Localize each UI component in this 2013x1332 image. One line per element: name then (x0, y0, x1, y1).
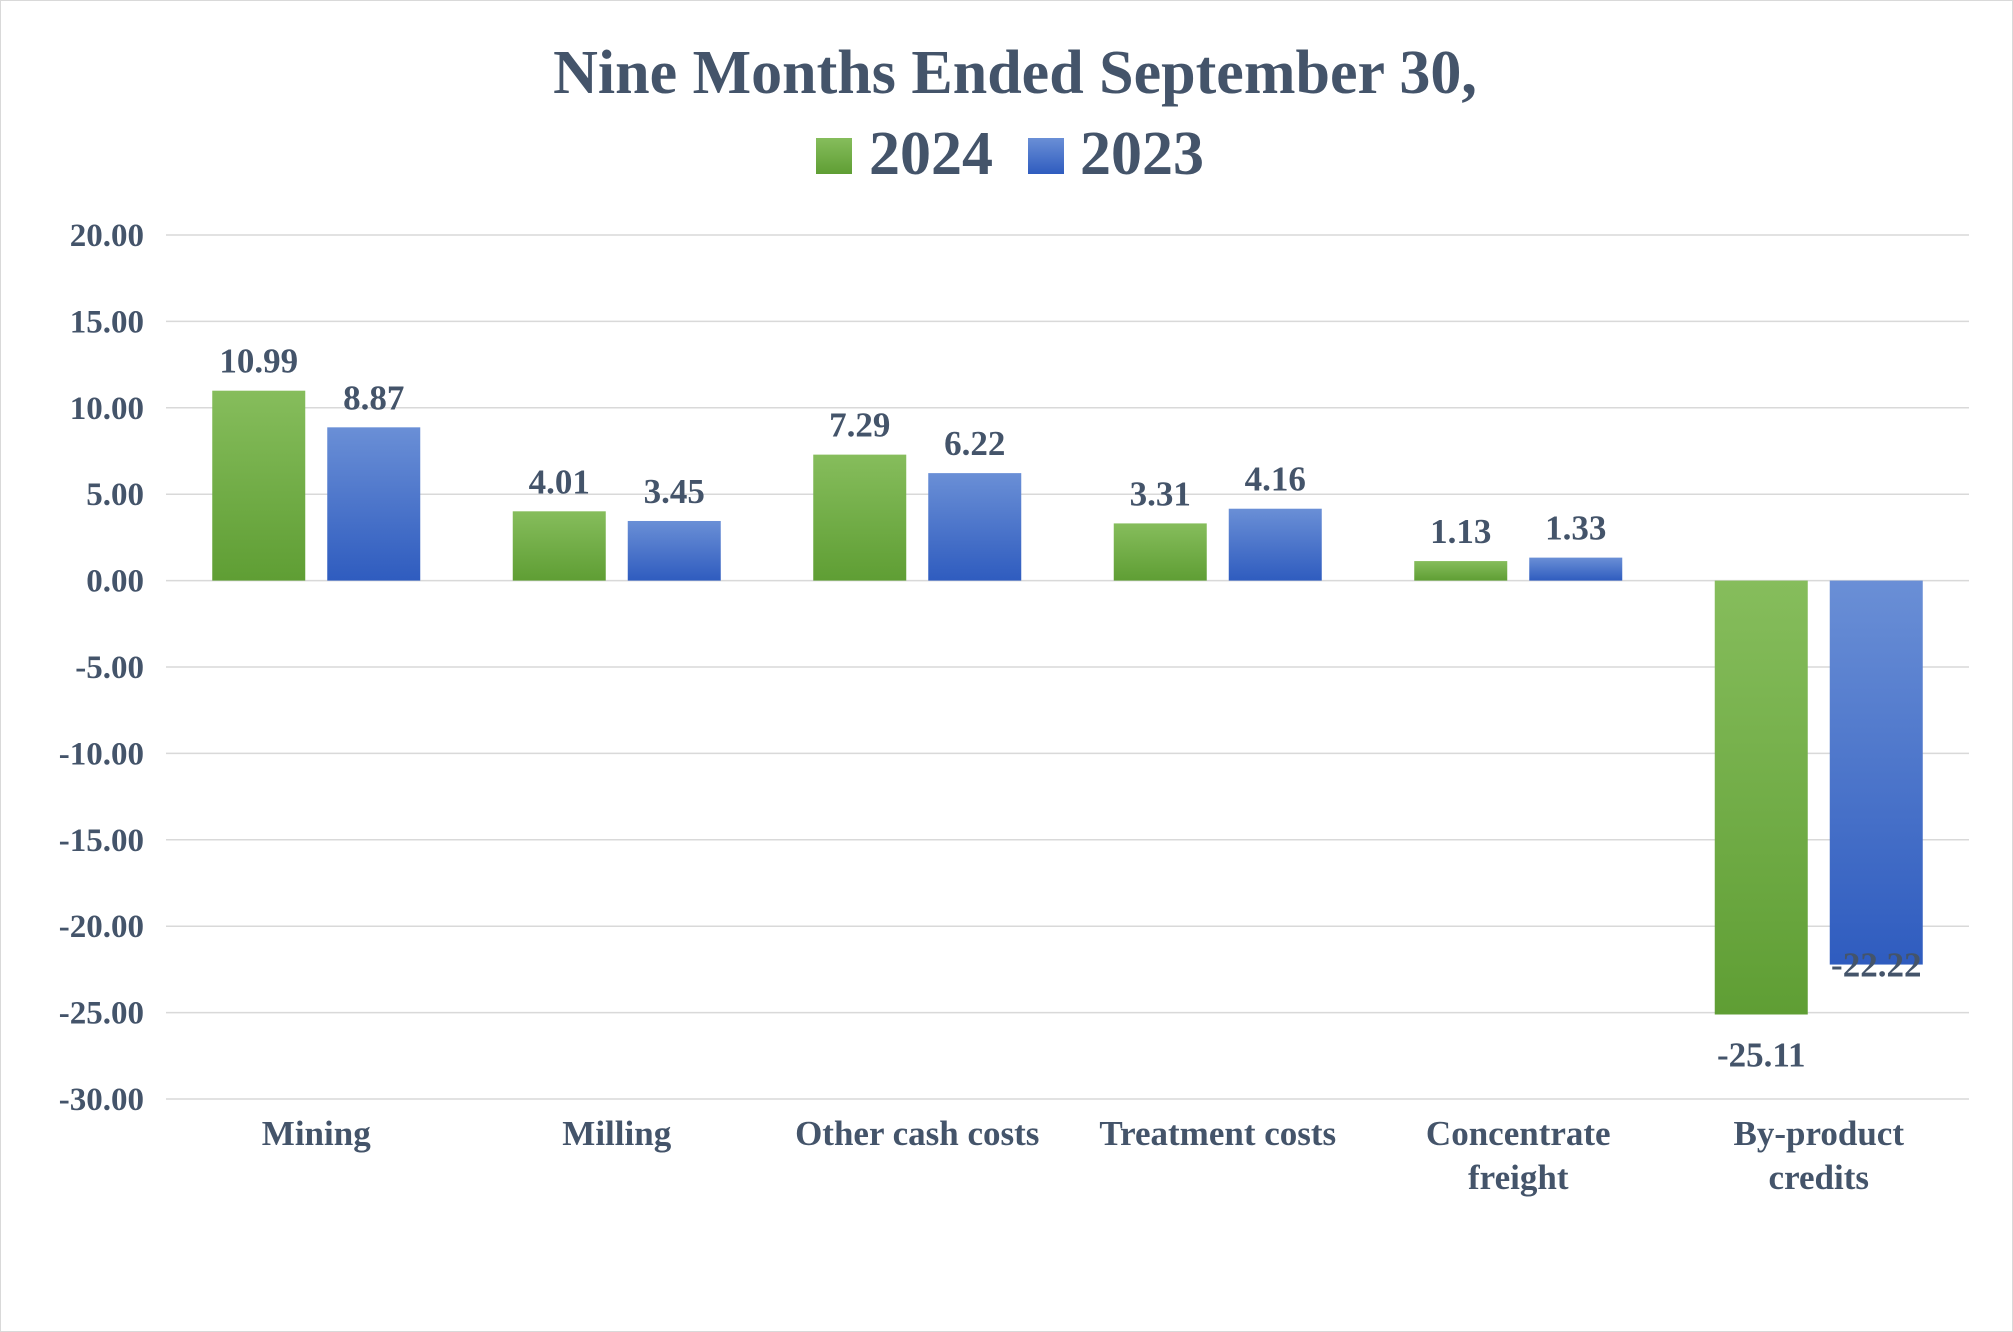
y-tick-label: -5.00 (75, 650, 144, 686)
bar-2023 (1529, 557, 1623, 581)
y-tick-label: -15.00 (59, 823, 144, 859)
x-category-label: Mining (262, 1114, 371, 1153)
data-label: 7.29 (829, 406, 890, 445)
data-labels: 10.99 8.87 4.01 3.45 7.29 6.22 3.31 4.16 1.13 1.3… (219, 342, 1921, 1075)
chart-title: Nine Months Ended September 30, (553, 39, 1477, 107)
data-label: 3.45 (644, 472, 705, 511)
bar-2024 (212, 390, 306, 581)
bar-2024 (512, 511, 606, 581)
bar-2023 (627, 520, 721, 581)
x-category-label: Other cash costs (795, 1114, 1039, 1153)
data-label: -25.11 (1717, 1036, 1805, 1075)
y-tick-label: -25.00 (59, 996, 144, 1032)
legend: 2024 2023 (816, 120, 1204, 188)
y-tick-label: 15.00 (70, 304, 144, 340)
data-label: 3.31 (1130, 474, 1191, 513)
gridlines (166, 234, 1969, 1100)
data-label: 10.99 (219, 342, 298, 381)
bars (212, 390, 1923, 1015)
bar-2024 (1714, 580, 1808, 1015)
y-tick-label: -30.00 (59, 1082, 144, 1118)
y-tick-label: 20.00 (70, 218, 144, 254)
x-category-label: Concentrate (1426, 1114, 1611, 1153)
data-label: 8.87 (343, 378, 404, 417)
data-label: 4.01 (529, 462, 590, 501)
legend-label-2024: 2024 (869, 120, 993, 188)
bar-2023 (1829, 580, 1923, 965)
legend-label-2023: 2023 (1080, 120, 1204, 188)
x-category-label: credits (1769, 1158, 1869, 1197)
bar-2023 (1228, 508, 1322, 581)
legend-swatch-2024 (816, 138, 852, 174)
x-category-label: Milling (562, 1114, 671, 1153)
y-tick-label: 10.00 (70, 391, 144, 427)
bar-2023 (327, 427, 421, 581)
bar-2024 (1113, 523, 1207, 581)
x-axis: Mining Milling Other cash costs Treatment c… (262, 1114, 1905, 1197)
data-label: 4.16 (1245, 460, 1306, 499)
y-axis: 20.00 15.00 10.00 5.00 0.00 -5.00 -10.00 -15.00… (59, 218, 144, 1118)
y-tick-label: 0.00 (86, 564, 144, 600)
bar-2024 (1414, 561, 1508, 581)
data-label: -22.22 (1831, 946, 1921, 985)
data-label: 1.13 (1430, 512, 1491, 551)
bar-2024 (813, 454, 907, 581)
x-category-label: freight (1468, 1158, 1569, 1197)
data-label: 1.33 (1545, 509, 1606, 548)
y-tick-label: 5.00 (86, 477, 144, 513)
y-tick-label: -10.00 (59, 736, 144, 772)
data-label: 6.22 (944, 424, 1005, 463)
bar-2023 (928, 473, 1022, 581)
y-tick-label: -20.00 (59, 909, 144, 945)
x-category-label: By-product (1734, 1114, 1905, 1153)
legend-swatch-2023 (1028, 138, 1064, 174)
x-category-label: Treatment costs (1099, 1114, 1336, 1153)
